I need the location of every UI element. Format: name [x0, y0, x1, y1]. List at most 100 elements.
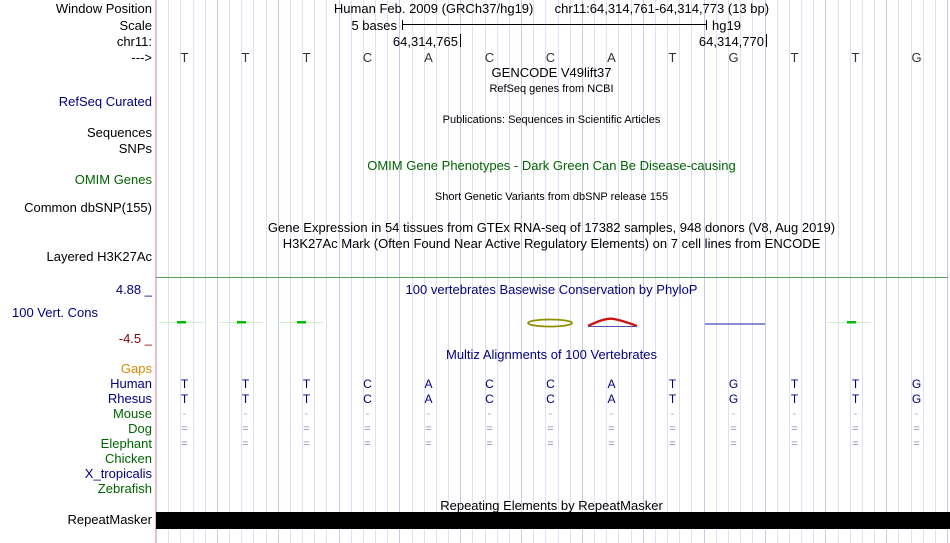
alignment-cell: =: [181, 438, 188, 450]
alignment-cell: A: [607, 392, 616, 406]
alignment-cell: =: [608, 438, 615, 450]
alignment-row-mouse: -------------: [154, 406, 947, 422]
coordinate-right: 64,314,770: [698, 34, 764, 49]
alignment-cell: =: [791, 438, 798, 450]
alignment-cell: -: [792, 408, 797, 420]
alignment-cell: A: [424, 392, 433, 406]
conservation-max-value: 4.88 _: [115, 282, 152, 297]
alignment-cell: G: [911, 377, 922, 391]
alignment-cell: T: [851, 392, 860, 406]
alignment-cell: =: [486, 423, 493, 435]
track-title-refseq[interactable]: RefSeq genes from NCBI: [489, 83, 614, 95]
alignment-row-chicken: [154, 451, 947, 467]
alignment-cell: =: [425, 438, 432, 450]
alignment-cell: T: [790, 377, 799, 391]
alignment-cell: =: [852, 423, 859, 435]
reference-base: T: [851, 50, 860, 65]
track-label-common-dbsnp[interactable]: Common dbSNP(155): [24, 200, 152, 215]
conservation-olive-lens: [527, 318, 573, 328]
species-label-dog[interactable]: Dog: [128, 421, 152, 436]
assembly-title: Human Feb. 2009 (GRCh37/hg19): [333, 1, 534, 16]
track-title-gtex[interactable]: Gene Expression in 54 tissues from GTEx …: [267, 220, 836, 235]
species-label-human[interactable]: Human: [110, 376, 152, 391]
alignment-cell: =: [547, 423, 554, 435]
alignment-cell: T: [302, 392, 311, 406]
alignment-cell: =: [242, 423, 249, 435]
alignment-cell: =: [303, 438, 310, 450]
reference-base: T: [790, 50, 799, 65]
alignment-row-dog: = = = = = = = = = = = = =: [154, 421, 947, 437]
alignment-cell: G: [911, 392, 922, 406]
alignment-cell: -: [609, 408, 614, 420]
track-title-repeatmasker[interactable]: Repeating Elements by RepeatMasker: [440, 498, 663, 513]
track-title-omim[interactable]: OMIM Gene Phenotypes - Dark Green Can Be…: [367, 158, 736, 173]
track-label-snps[interactable]: SNPs: [118, 141, 152, 156]
alignment-cell: =: [730, 438, 737, 450]
alignment-cell: C: [546, 377, 555, 391]
species-label-zebrafish[interactable]: Zebrafish: [97, 481, 152, 496]
track-label-refseq-curated[interactable]: RefSeq Curated: [58, 94, 152, 109]
alignment-cell: C: [363, 392, 372, 406]
species-label-elephant[interactable]: Elephant: [100, 436, 152, 451]
alignment-cell: =: [181, 423, 188, 435]
coordinate-left: 64,314,765: [392, 34, 458, 49]
alignment-cell: =: [425, 423, 432, 435]
label-track-separator-line: [155, 0, 156, 543]
species-label-chicken[interactable]: Chicken: [105, 451, 152, 466]
alignment-cell: =: [669, 438, 676, 450]
alignment-cell: =: [669, 423, 676, 435]
track-label-layered-h3k27ac[interactable]: Layered H3K27Ac: [46, 249, 152, 264]
track-label-sequences[interactable]: Sequences: [86, 125, 152, 140]
coordinate-right-tick: [766, 34, 767, 47]
species-label-mouse[interactable]: Mouse: [112, 406, 152, 421]
track-label-omim-genes[interactable]: OMIM Genes: [74, 172, 152, 187]
assembly-short-label: hg19: [712, 18, 741, 33]
reference-base: G: [911, 50, 922, 65]
conservation-min-value: -4.5 _: [118, 331, 152, 346]
track-title-h3k27ac[interactable]: H3K27Ac Mark (Often Found Near Active Re…: [282, 236, 821, 251]
reference-base: T: [180, 50, 189, 65]
reference-base: T: [668, 50, 677, 65]
strand-arrow-label: --->: [131, 50, 152, 65]
alignment-cell: =: [364, 438, 371, 450]
alignment-cell: C: [485, 377, 494, 391]
alignment-cell: =: [913, 438, 920, 450]
species-label-rhesus[interactable]: Rhesus: [107, 391, 152, 406]
alignment-cell: C: [363, 377, 372, 391]
conservation-track-top-border: [156, 277, 948, 278]
reference-base: G: [728, 50, 739, 65]
alignment-row-gaps: [154, 361, 947, 377]
alignment-cell: =: [608, 423, 615, 435]
alignment-cell: G: [728, 392, 739, 406]
track-label-repeatmasker[interactable]: RepeatMasker: [67, 512, 152, 527]
track-title-dbsnp[interactable]: Short Genetic Variants from dbSNP releas…: [434, 191, 669, 203]
conservation-red-peak: [587, 317, 638, 328]
alignment-cell: -: [426, 408, 431, 420]
reference-base: A: [424, 50, 433, 65]
alignment-cell: -: [182, 408, 187, 420]
window-position-title: Human Feb. 2009 (GRCh37/hg19) chr11:64,3…: [156, 1, 947, 17]
alignment-cell: =: [547, 438, 554, 450]
alignment-cell: A: [424, 377, 433, 391]
track-title-multiz[interactable]: Multiz Alignments of 100 Vertebrates: [445, 347, 657, 362]
alignment-cell: -: [853, 408, 858, 420]
track-title-gencode[interactable]: GENCODE V49lift37: [491, 65, 612, 80]
repeatmasker-element-bar[interactable]: [156, 512, 950, 529]
conservation-positive-dashes: [177, 321, 856, 324]
species-label-x_tropicalis[interactable]: X_tropicalis: [84, 466, 152, 481]
alignment-cell: =: [486, 438, 493, 450]
species-label-gaps[interactable]: Gaps: [120, 361, 152, 376]
alignment-row-zebrafish: [154, 481, 947, 497]
alignment-cell: C: [485, 392, 494, 406]
reference-base: C: [362, 50, 373, 65]
phylop-conservation-wiggle[interactable]: [156, 312, 947, 338]
scale-label: Scale: [119, 18, 152, 33]
track-title-phylop[interactable]: 100 vertebrates Basewise Conservation by…: [405, 282, 698, 297]
reference-base: C: [484, 50, 495, 65]
track-title-publications[interactable]: Publications: Sequences in Scientific Ar…: [442, 114, 661, 126]
track-label-100-vert-cons[interactable]: 100 Vert. Cons: [12, 305, 98, 320]
